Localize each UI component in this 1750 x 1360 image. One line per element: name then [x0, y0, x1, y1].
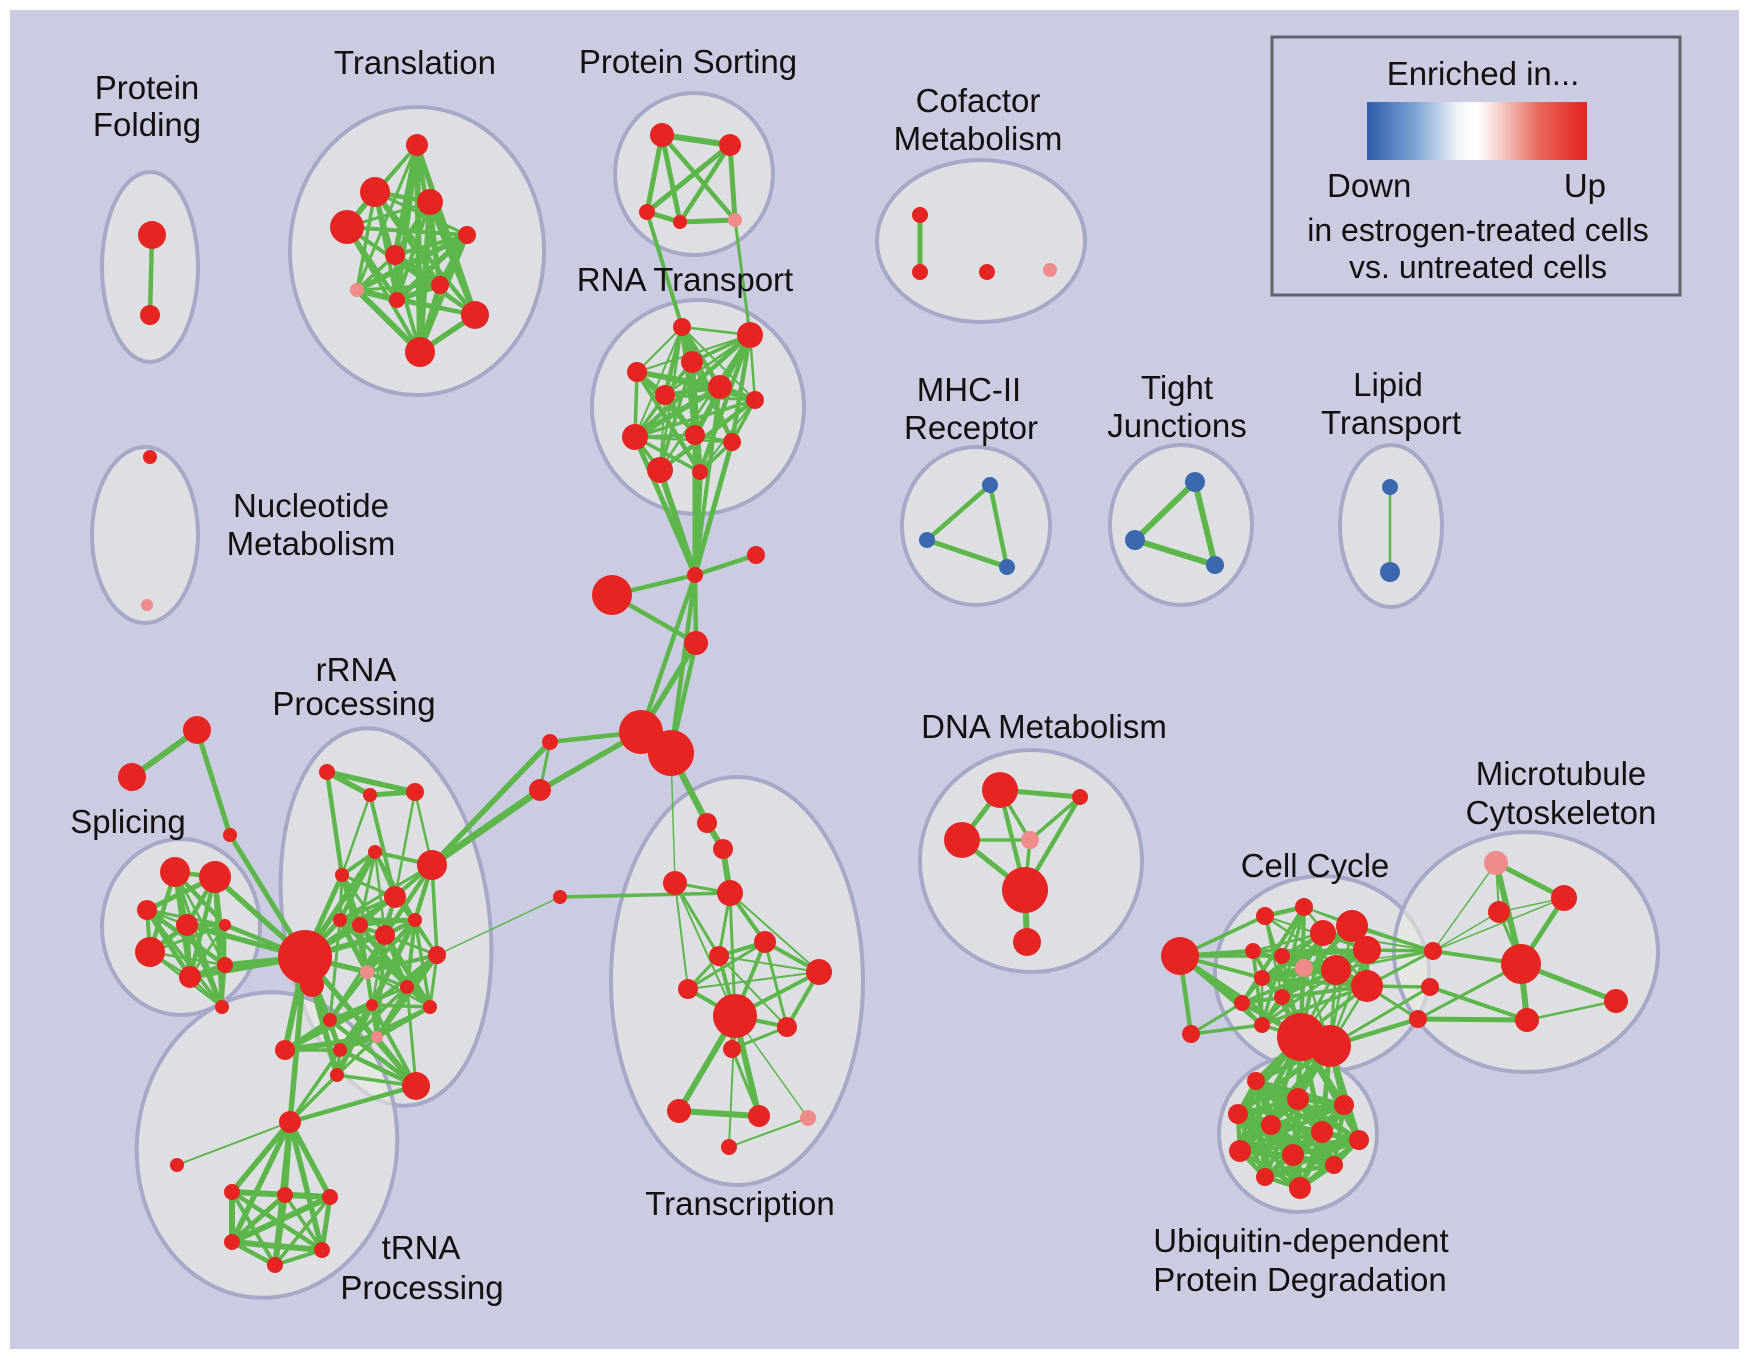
svg-text:Cofactor: Cofactor [916, 82, 1041, 119]
svg-text:vs. untreated cells: vs. untreated cells [1349, 249, 1607, 285]
svg-text:Processing: Processing [340, 1269, 503, 1306]
svg-text:Protein Sorting: Protein Sorting [579, 43, 797, 80]
svg-text:Ubiquitin-dependent: Ubiquitin-dependent [1153, 1222, 1448, 1259]
svg-text:Nucleotide: Nucleotide [233, 487, 389, 524]
svg-text:Enriched in...: Enriched in... [1387, 55, 1580, 92]
svg-text:Lipid: Lipid [1353, 366, 1423, 403]
svg-text:Cytoskeleton: Cytoskeleton [1466, 794, 1657, 831]
svg-text:Down: Down [1327, 167, 1411, 204]
svg-text:Transcription: Transcription [645, 1185, 835, 1222]
svg-text:Metabolism: Metabolism [894, 120, 1063, 157]
svg-text:Protein: Protein [95, 69, 200, 106]
svg-text:Folding: Folding [93, 106, 201, 143]
svg-text:Receptor: Receptor [904, 409, 1038, 446]
svg-text:Processing: Processing [272, 685, 435, 722]
svg-text:DNA Metabolism: DNA Metabolism [921, 708, 1167, 745]
svg-text:RNA Transport: RNA Transport [577, 261, 793, 298]
svg-text:Tight: Tight [1141, 369, 1213, 406]
svg-text:Cell Cycle: Cell Cycle [1241, 847, 1390, 884]
svg-text:Metabolism: Metabolism [227, 525, 396, 562]
svg-text:in estrogen-treated cells: in estrogen-treated cells [1307, 212, 1649, 248]
svg-text:Splicing: Splicing [70, 803, 186, 840]
svg-text:Protein Degradation: Protein Degradation [1153, 1261, 1447, 1298]
svg-text:MHC-II: MHC-II [917, 371, 1021, 408]
svg-text:Transport: Transport [1321, 404, 1461, 441]
svg-text:Up: Up [1564, 167, 1606, 204]
svg-text:Translation: Translation [334, 44, 496, 81]
svg-text:Junctions: Junctions [1107, 407, 1246, 444]
svg-text:rRNA: rRNA [316, 651, 397, 688]
svg-text:tRNA: tRNA [382, 1229, 461, 1266]
svg-text:Microtubule: Microtubule [1476, 755, 1647, 792]
